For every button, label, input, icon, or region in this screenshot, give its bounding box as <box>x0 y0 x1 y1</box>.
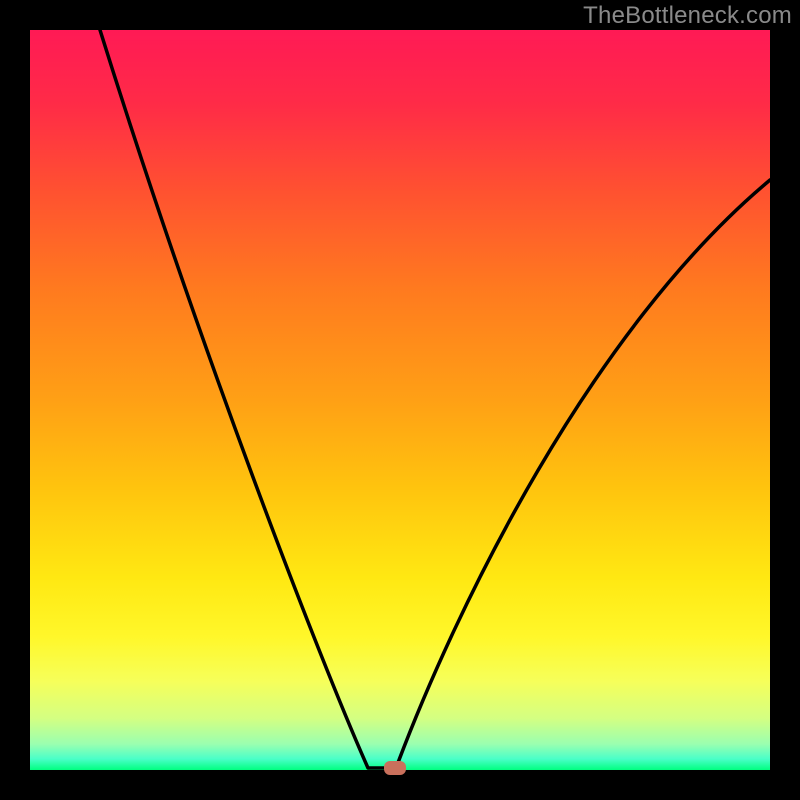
watermark-text: TheBottleneck.com <box>583 2 792 30</box>
plot-background <box>30 30 770 770</box>
bottleneck-chart <box>0 0 800 800</box>
chart-stage: TheBottleneck.com <box>0 0 800 800</box>
vertex-marker <box>384 761 406 775</box>
